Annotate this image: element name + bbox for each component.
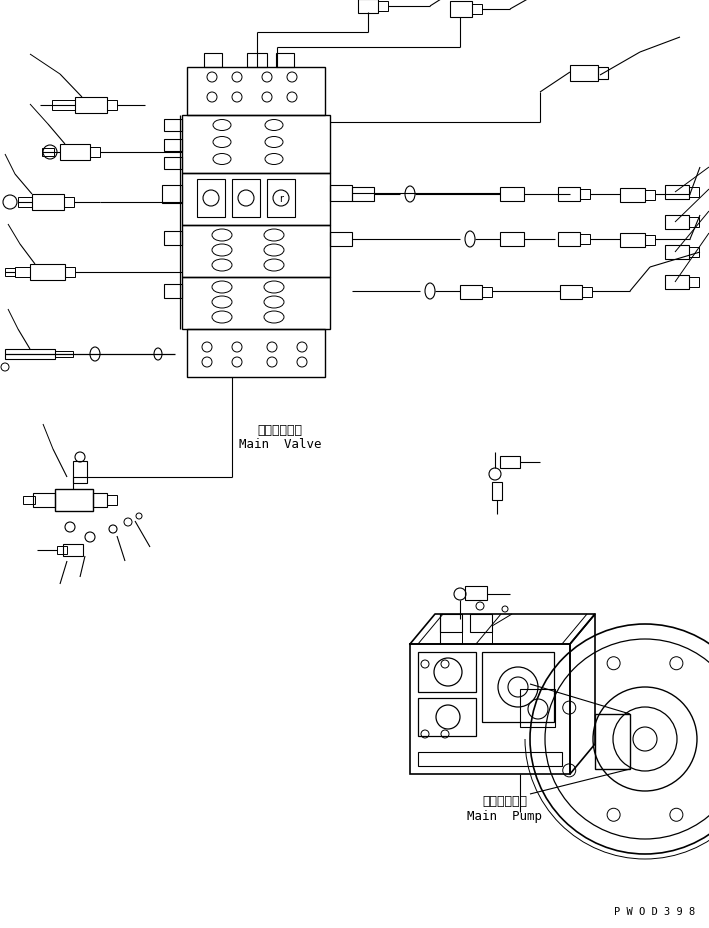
Bar: [164, 158, 182, 170]
Bar: [33, 494, 55, 508]
Bar: [187, 68, 325, 116]
Bar: [276, 54, 294, 68]
Bar: [23, 496, 35, 505]
Bar: [107, 101, 117, 110]
Bar: [182, 226, 330, 277]
Bar: [164, 140, 182, 152]
Bar: [560, 286, 582, 300]
Bar: [689, 218, 699, 227]
Bar: [582, 288, 592, 298]
Text: メインポンプ: メインポンプ: [483, 794, 527, 807]
Bar: [472, 5, 482, 15]
Bar: [330, 233, 352, 247]
Bar: [63, 545, 83, 557]
Bar: [460, 286, 482, 300]
Bar: [330, 186, 352, 201]
Bar: [570, 66, 598, 82]
Bar: [5, 269, 15, 277]
Bar: [107, 496, 117, 506]
Bar: [65, 267, 75, 277]
Bar: [418, 698, 476, 736]
Bar: [15, 267, 30, 277]
Bar: [665, 186, 689, 200]
Bar: [465, 586, 487, 600]
Bar: [598, 68, 608, 80]
Text: Main  Valve: Main Valve: [239, 438, 321, 451]
Bar: [93, 494, 107, 508]
Bar: [689, 187, 699, 198]
Bar: [247, 54, 267, 68]
Bar: [57, 547, 67, 554]
Bar: [64, 198, 74, 208]
Bar: [267, 180, 295, 218]
Bar: [689, 277, 699, 288]
Bar: [645, 191, 655, 200]
Bar: [500, 187, 524, 201]
Bar: [645, 236, 655, 246]
Bar: [558, 187, 580, 201]
Bar: [580, 235, 590, 245]
Bar: [482, 652, 554, 722]
Bar: [204, 54, 222, 68]
Bar: [75, 97, 107, 114]
Bar: [182, 116, 330, 174]
Bar: [500, 457, 520, 469]
Bar: [232, 180, 260, 218]
Bar: [665, 246, 689, 260]
Text: r: r: [279, 194, 283, 204]
Bar: [620, 234, 645, 248]
Bar: [689, 248, 699, 258]
Bar: [378, 2, 388, 12]
Bar: [418, 753, 562, 767]
Bar: [60, 145, 90, 161]
Text: Main  Pump: Main Pump: [467, 809, 542, 822]
Bar: [500, 233, 524, 247]
Bar: [620, 188, 645, 203]
Bar: [162, 186, 182, 204]
Bar: [182, 277, 330, 329]
Bar: [164, 232, 182, 246]
Bar: [90, 148, 100, 158]
Bar: [520, 690, 555, 728]
Bar: [665, 276, 689, 290]
Bar: [580, 190, 590, 200]
Bar: [187, 329, 325, 378]
Bar: [418, 652, 476, 692]
Bar: [440, 614, 462, 632]
Bar: [164, 285, 182, 299]
Bar: [182, 174, 330, 226]
Bar: [482, 288, 492, 298]
Bar: [358, 0, 378, 14]
Bar: [42, 148, 54, 157]
Bar: [164, 120, 182, 132]
Bar: [450, 2, 472, 18]
Bar: [410, 644, 570, 774]
Bar: [52, 101, 75, 110]
Bar: [492, 483, 502, 500]
Bar: [30, 264, 65, 280]
Bar: [73, 461, 87, 483]
Bar: [32, 195, 64, 211]
Bar: [352, 187, 374, 201]
Bar: [18, 198, 32, 208]
Bar: [5, 350, 55, 360]
Bar: [558, 233, 580, 247]
Bar: [595, 715, 630, 769]
Bar: [55, 489, 93, 511]
Text: メインバルブ: メインバルブ: [257, 423, 303, 436]
Bar: [197, 180, 225, 218]
Bar: [55, 352, 73, 357]
Bar: [470, 614, 492, 632]
Bar: [665, 216, 689, 230]
Text: P W O D 3 9 8: P W O D 3 9 8: [615, 906, 696, 916]
